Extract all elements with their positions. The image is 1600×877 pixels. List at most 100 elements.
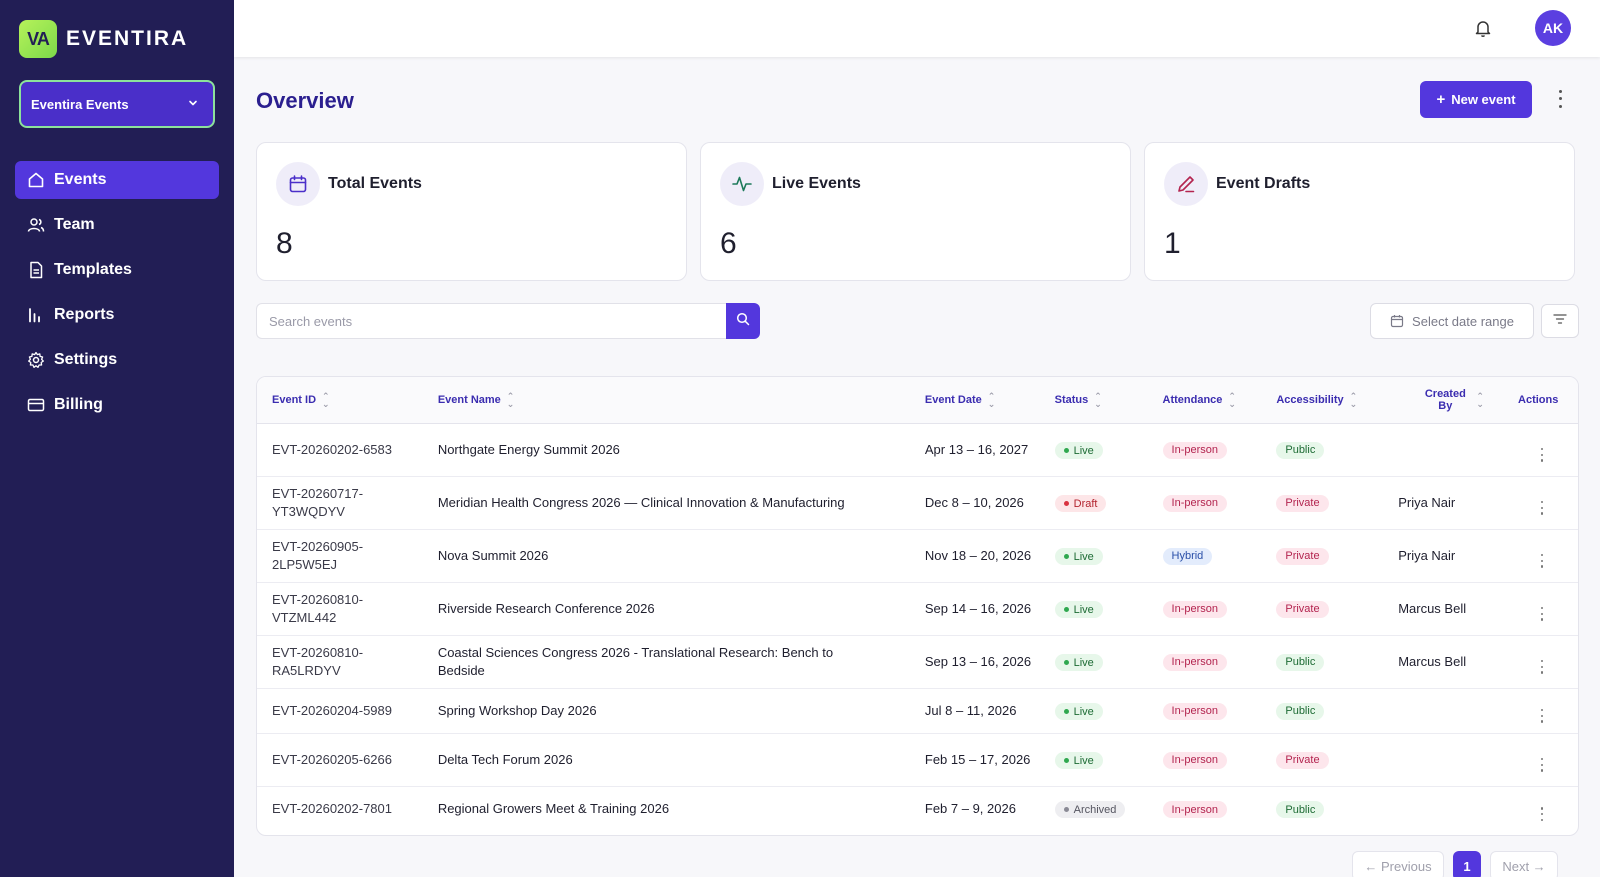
avatar[interactable]: AK [1535, 10, 1571, 46]
page-title: Overview [256, 88, 354, 113]
event-name-cell[interactable]: Riverside Research Conference 2026 [437, 582, 925, 636]
column-header-event-name[interactable]: Event Name ⌃ ⌄ [437, 377, 925, 424]
organization-select[interactable]: Eventira Events [19, 80, 215, 128]
brand[interactable]: VA EVENTIRA [19, 20, 188, 58]
table-row[interactable]: EVT-20260717-YT3WQDYV Meridian Health Con… [257, 476, 1578, 530]
event-date-cell: Feb 15 – 17, 2026 [924, 733, 1055, 787]
date-range-button[interactable]: Select date range [1370, 303, 1534, 339]
actions-cell [1506, 635, 1578, 689]
event-id-cell: EVT-20260810-RA5LRDYV [257, 635, 438, 689]
created-by-cell: Marcus Bell [1398, 582, 1507, 636]
column-header-accessibility[interactable]: Accessibility ⌃ ⌄ [1276, 377, 1399, 424]
gear-icon [26, 350, 46, 370]
event-name-cell[interactable]: Coastal Sciences Congress 2026 - Transla… [437, 635, 925, 689]
table-row[interactable]: EVT-20260810-VTZML442 Riverside Research … [257, 582, 1578, 636]
brand-name: EVENTIRA [66, 27, 189, 50]
row-actions-icon[interactable] [1536, 708, 1548, 723]
sidebar-item-label: Reports [54, 306, 115, 323]
table-row[interactable]: EVT-20260202-7801 Regional Growers Meet &… [257, 786, 1578, 831]
attendance-cell: In-person [1162, 476, 1277, 530]
row-actions-icon[interactable] [1536, 757, 1548, 772]
row-actions-icon[interactable] [1536, 606, 1548, 621]
accessibility-cell: Private [1276, 529, 1399, 583]
attendance-cell: Hybrid [1162, 529, 1277, 583]
column-header-created-by[interactable]: Created By⌃ ⌄ [1398, 377, 1507, 424]
previous-page-button[interactable]: ← Previous [1352, 851, 1444, 877]
event-id-cell: EVT-20260202-6583 [257, 423, 438, 477]
page-number-button[interactable]: 1 [1453, 851, 1481, 877]
sidebar-item-team[interactable]: Team [15, 206, 219, 244]
table-row[interactable]: EVT-20260205-6266 Delta Tech Forum 2026 Fe… [257, 733, 1578, 787]
accessibility-cell: Private [1276, 582, 1399, 636]
sidebar-item-templates[interactable]: Templates [15, 251, 219, 289]
column-header-event-date[interactable]: Event Date ⌃ ⌄ [924, 377, 1055, 424]
sidebar-item-billing[interactable]: Billing [15, 386, 219, 424]
status-cell: Live [1054, 733, 1163, 787]
filter-button[interactable] [1541, 304, 1579, 338]
search-button[interactable] [726, 303, 760, 339]
status-badge: Draft [1054, 495, 1107, 512]
brand-logo: VA [19, 20, 57, 58]
sort-icon: ⌃ ⌄ [506, 390, 515, 409]
attendance-cell: In-person [1162, 733, 1277, 787]
row-actions-icon[interactable] [1536, 500, 1548, 515]
sort-icon: ⌃ ⌄ [1349, 390, 1358, 409]
top-bar: AK [234, 0, 1600, 57]
column-header-event-id[interactable]: Event ID ⌃ ⌄ [257, 377, 438, 424]
search-bar [256, 303, 760, 339]
row-actions-icon[interactable] [1536, 553, 1548, 568]
sidebar-item-events[interactable]: Events [15, 161, 219, 199]
row-actions-icon[interactable] [1536, 659, 1548, 674]
table-row[interactable]: EVT-20260810-RA5LRDYV Coastal Sciences Co… [257, 635, 1578, 689]
status-badge: Live [1054, 548, 1103, 565]
status-cell: Live [1054, 582, 1163, 636]
event-date-cell: Jul 8 – 11, 2026 [924, 688, 1055, 734]
search-input[interactable] [256, 303, 726, 339]
table-row[interactable]: EVT-20260204-5989 Spring Workshop Day 202… [257, 688, 1578, 734]
bar-chart-icon [26, 305, 46, 325]
event-name-cell[interactable]: Regional Growers Meet & Training 2026 [437, 800, 670, 816]
sidebar-item-settings[interactable]: Settings [15, 341, 219, 379]
attendance-cell: In-person [1162, 635, 1277, 689]
column-header-status[interactable]: Status ⌃ ⌄ [1054, 377, 1163, 424]
more-options-icon[interactable] [1552, 88, 1568, 110]
event-name-cell[interactable]: Delta Tech Forum 2026 [437, 733, 925, 787]
accessibility-badge: Public [1276, 801, 1325, 818]
event-name-cell[interactable]: Nova Summit 2026 [437, 529, 925, 583]
plus-icon: + [1436, 91, 1446, 108]
event-name-cell[interactable]: Northgate Energy Summit 2026 [437, 423, 925, 477]
actions-cell [1506, 786, 1578, 831]
organization-select-value: Eventira Events [31, 96, 129, 112]
accessibility-badge: Public [1276, 441, 1325, 459]
new-event-button[interactable]: + New event [1420, 81, 1532, 118]
table-header-row: Event ID ⌃ ⌄ Event Name ⌃ ⌄ Event Date ⌃ ⌄ Sta… [257, 377, 1578, 424]
event-name-cell[interactable]: Spring Workshop Day 2026 [437, 688, 925, 734]
column-header-attendance[interactable]: Attendance ⌃ ⌄ [1162, 377, 1277, 424]
sort-icon: ⌃ ⌄ [1228, 390, 1236, 409]
event-name-cell[interactable]: Meridian Health Congress 2026 — Clinical… [437, 476, 925, 530]
search-icon [736, 312, 750, 331]
actions-cell [1506, 423, 1578, 477]
event-date-cell: Nov 18 – 20, 2026 [924, 529, 1055, 583]
bell-icon[interactable] [1472, 17, 1494, 39]
sidebar-item-reports[interactable]: Reports [15, 296, 219, 334]
status-cell: Live [1054, 635, 1163, 689]
next-page-button[interactable]: Next → [1490, 851, 1558, 877]
accessibility-badge: Private [1276, 751, 1329, 769]
actions-cell [1506, 733, 1578, 787]
attendance-badge: In-person [1162, 751, 1227, 769]
stat-value: 8 [276, 227, 293, 260]
event-date-cell: Apr 13 – 16, 2027 [924, 423, 1055, 477]
row-actions-icon[interactable] [1536, 447, 1548, 462]
status-cell: Draft [1054, 476, 1163, 530]
stat-label: Live Events [772, 175, 861, 192]
status-badge: Live [1054, 703, 1103, 720]
table-row[interactable]: EVT-20260905-2LP5W5EJ Nova Summit 2026 Nov… [257, 529, 1578, 583]
row-actions-icon[interactable] [1536, 807, 1548, 821]
calendar-icon [276, 162, 320, 206]
sidebar: VA EVENTIRA Eventira Events Events Team … [0, 0, 234, 877]
created-by-cell [1398, 688, 1507, 734]
table-row[interactable]: EVT-20260202-6583 Northgate Energy Summit… [257, 423, 1578, 477]
event-id-cell: EVT-20260905-2LP5W5EJ [257, 529, 438, 583]
accessibility-badge: Private [1276, 600, 1329, 618]
